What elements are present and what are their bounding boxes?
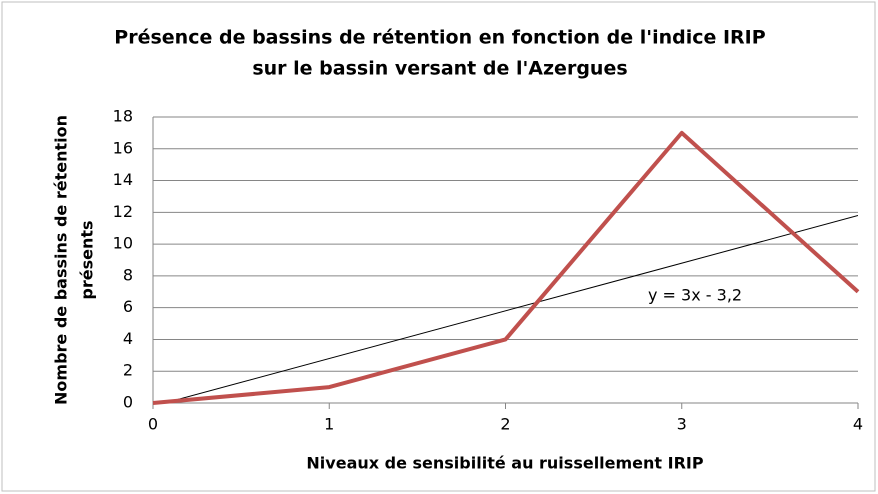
- x-tick-label: 4: [853, 415, 863, 434]
- y-axis-title: Nombre de bassins de rétention: [52, 115, 71, 405]
- x-tick-label: 2: [500, 415, 510, 434]
- y-tick-label: 10: [113, 234, 133, 253]
- y-axis-title: présents: [78, 220, 97, 299]
- y-tick-label: 8: [123, 265, 133, 284]
- marks: [152, 130, 860, 405]
- y-tick-label: 0: [123, 393, 133, 412]
- x-tick-label: 0: [148, 415, 158, 434]
- y-tick-label: 14: [113, 170, 133, 189]
- chart-title: Présence de bassins de rétention en fonc…: [114, 27, 765, 49]
- y-tick-label: 6: [123, 297, 133, 316]
- y-tick-label: 12: [113, 202, 133, 221]
- x-tick-label: 1: [324, 415, 334, 434]
- chart-title: sur le bassin versant de l'Azergues: [252, 58, 627, 80]
- x-tick-label: 3: [677, 415, 687, 434]
- x-axis-title: Niveaux de sensibilité au ruissellement …: [306, 454, 703, 473]
- y-tick-label: 18: [113, 107, 133, 126]
- y-tick-label: 4: [123, 329, 133, 348]
- y-tick-label: 16: [113, 138, 133, 157]
- y-tick-label: 2: [123, 361, 133, 380]
- trendline: [162, 215, 858, 403]
- data-line: [152, 130, 860, 405]
- trendline-equation: y = 3x - 3,2: [648, 286, 742, 305]
